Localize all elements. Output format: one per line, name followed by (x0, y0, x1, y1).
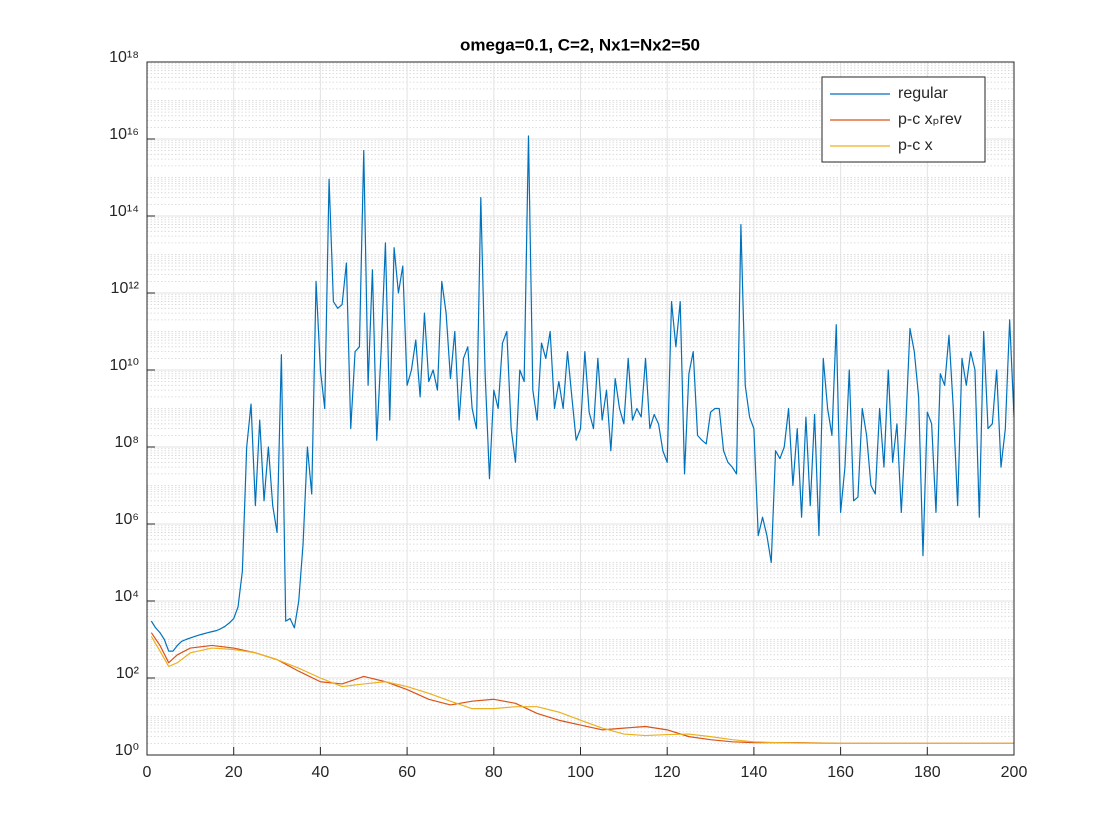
x-tick-label: 100 (567, 764, 594, 781)
x-tick-label: 80 (485, 764, 503, 781)
legend: regular p-c xₚrev p-c x (821, 76, 986, 163)
legend-label: p-c x (898, 137, 933, 154)
y-tick-label: 10⁶ (115, 511, 139, 528)
y-tick-label: 10¹⁴ (109, 203, 139, 220)
series-lines (150, 135, 1014, 745)
x-tick-label: 20 (225, 764, 243, 781)
series-line (150, 135, 1014, 652)
y-tick-label: 10⁸ (114, 434, 139, 451)
y-tick-label: 10² (116, 665, 140, 682)
x-tick-label: 200 (1001, 764, 1028, 781)
x-tick-label: 180 (914, 764, 941, 781)
x-tick-label: 60 (398, 764, 416, 781)
series-line (150, 636, 1014, 745)
x-tick-label: 140 (741, 764, 768, 781)
legend-label: regular (898, 85, 948, 102)
legend-label: p-c xₚrev (898, 111, 962, 128)
x-tick-label: 40 (312, 764, 330, 781)
ticks: 10⁰ 10² 10⁴ 10⁶ 10⁸ 10¹⁰ 10¹² 10¹⁴ 10¹⁶ 10¹⁸ 0 20 40… (109, 49, 1027, 781)
y-tick-label: 10⁴ (114, 588, 139, 605)
x-tick-label: 160 (827, 764, 854, 781)
x-tick-label: 120 (654, 764, 681, 781)
y-tick-label: 10¹² (111, 280, 140, 297)
y-tick-label: 10¹⁸ (109, 49, 139, 66)
y-tick-label: 10⁰ (115, 742, 139, 759)
y-tick-label: 10¹⁰ (109, 357, 139, 374)
chart-title: omega=0.1, C=2, Nx1=Nx2=50 (460, 35, 700, 54)
x-tick-label: 0 (143, 764, 152, 781)
y-tick-label: 10¹⁶ (109, 126, 139, 143)
